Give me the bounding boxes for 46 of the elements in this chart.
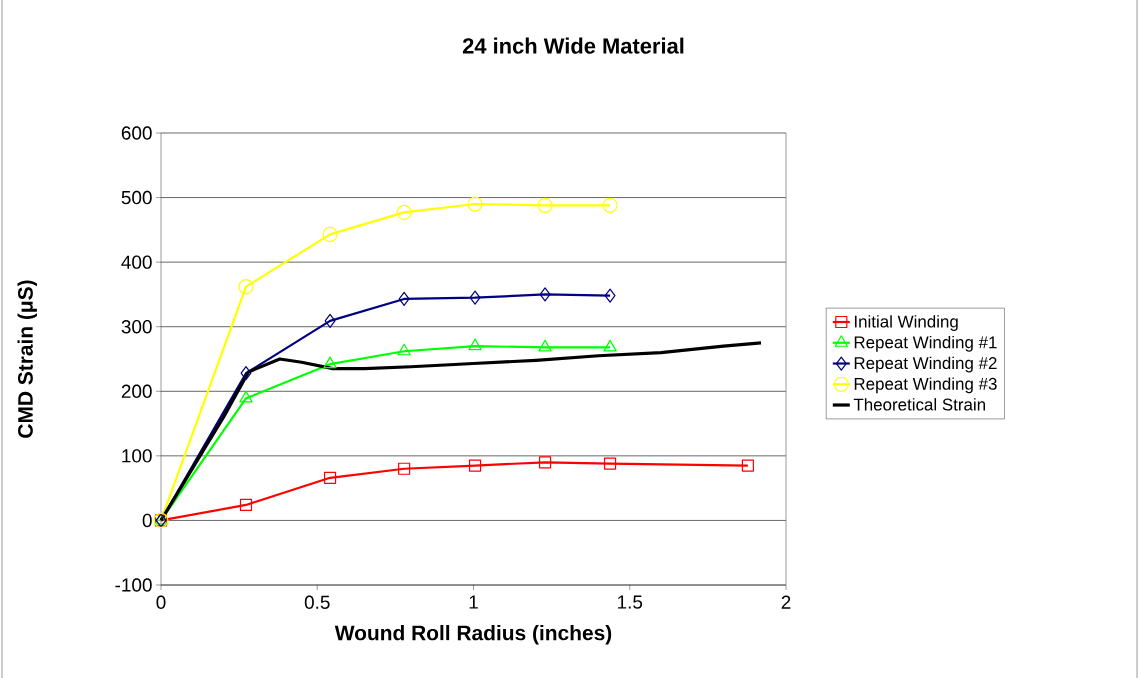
y-axis-title: CMD Strain (μS): [17, 280, 37, 438]
legend-label: Repeat Winding #1: [854, 335, 997, 352]
y-tick-label: 300: [121, 320, 152, 334]
y-tick-label: 100: [122, 449, 152, 463]
point: [468, 459, 482, 472]
point: [469, 290, 481, 305]
point: [539, 287, 551, 302]
point: [397, 343, 411, 356]
x-tick-label: 1: [469, 595, 478, 609]
x-axis-title: Wound Roll Radius (inches): [334, 624, 612, 645]
x-tick-label: 0.5: [304, 595, 330, 609]
y-tick-label: -100: [115, 578, 152, 592]
legend-label: Repeat Winding #2: [854, 356, 997, 373]
point: [240, 366, 252, 381]
point: [741, 459, 754, 472]
point: [537, 197, 553, 213]
point: [603, 457, 617, 470]
point: [398, 291, 410, 307]
point: [324, 313, 336, 328]
y-tick-label: 400: [121, 255, 152, 269]
legend-label: Initial Winding: [854, 315, 958, 331]
point: [322, 226, 338, 242]
point: [538, 339, 552, 352]
y-tick-label: 500: [121, 190, 152, 205]
y-tick-label: 0: [142, 513, 152, 528]
point: [602, 197, 618, 213]
legend-label: Repeat Winding #3: [854, 377, 997, 394]
point: [396, 204, 412, 221]
x-tick-label: 0: [156, 595, 166, 609]
point: [468, 338, 482, 351]
point: [604, 288, 616, 303]
legend-label: Theoretical Strain: [853, 398, 985, 411]
point: [538, 456, 552, 469]
x-tick-label: 1.5: [618, 595, 643, 609]
point: [239, 390, 253, 403]
point: [323, 471, 337, 484]
point: [238, 279, 254, 295]
point: [467, 196, 483, 212]
x-tick-label: 2: [781, 595, 791, 609]
point: [239, 498, 253, 512]
point: [398, 462, 411, 475]
y-tick-label: 200: [121, 384, 152, 398]
chart-title: 24 inch Wide Material: [462, 37, 684, 54]
point: [323, 356, 337, 369]
y-tick-label: 600: [121, 126, 152, 140]
point: [603, 339, 617, 352]
